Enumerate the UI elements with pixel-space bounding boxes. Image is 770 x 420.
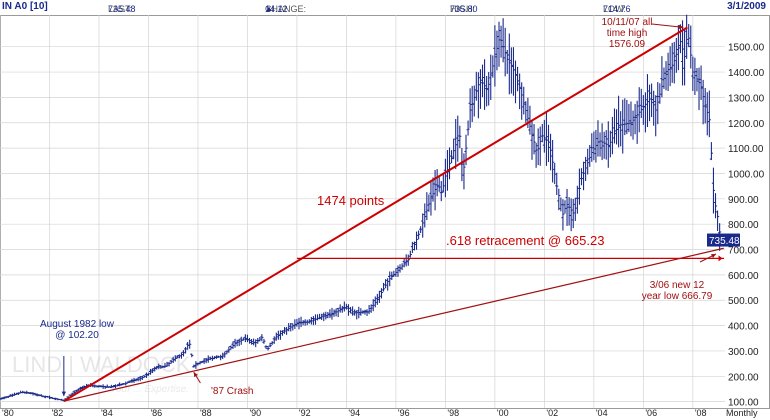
x-tick-label: '08 — [695, 408, 707, 418]
retracement-annotation: .618 retracement @ 665.23 — [446, 233, 604, 248]
annotation-lines — [61, 23, 724, 402]
symbol-label[interactable]: IN A0 [10] — [2, 1, 48, 12]
x-tick-label: '00 — [497, 408, 509, 418]
new-low-arrow-head — [711, 254, 716, 258]
low-arrow-head — [61, 391, 67, 397]
advance-trendline — [63, 26, 688, 402]
watermark-logo: LIND | WALDOCK — [12, 352, 191, 377]
axes: 100.00 200.00 300.00 400.00 500.00 600.00 700.… — [2, 43, 765, 418]
date-label: 3/1/2009 — [727, 1, 766, 12]
new-low-annotation: 3/06 new 12 — [650, 280, 705, 291]
plot-border — [0, 15, 770, 409]
high-arrow-line — [651, 23, 684, 28]
y-tick-label: 100.00 — [728, 398, 759, 409]
x-tick-label: '02 — [546, 408, 558, 418]
last-value: 735.48 — [108, 4, 136, 14]
last-price-tag: 735.48 — [709, 236, 740, 247]
high-annotation: time high — [607, 28, 648, 39]
x-tick-label: '06 — [645, 408, 657, 418]
x-tick-label: '96 — [398, 408, 410, 418]
low-annotation: August 1982 low — [40, 319, 115, 330]
price-bars — [0, 14, 722, 402]
y-tick-label: 1500.00 — [728, 43, 765, 54]
change-up-icon: ▲ — [265, 4, 273, 13]
x-tick-label: '92 — [299, 408, 311, 418]
high-annotation: 1576.09 — [609, 39, 646, 50]
x-tick-label: '80 — [2, 408, 14, 418]
watermark: LIND | WALDOCK Your ... Expertise. — [12, 352, 191, 395]
new-low-annotation: year low 666.79 — [642, 291, 713, 302]
quote-header: IN A0 [10] LAST: 735.48 CHANGE: ▲ 14.12 … — [0, 0, 770, 14]
points-annotation: 1474 points — [317, 193, 385, 208]
x-tick-label: '04 — [596, 408, 608, 418]
high-value: 735.80 — [450, 4, 478, 14]
y-tick-label: 1000.00 — [728, 169, 765, 180]
y-tick-label: 1100.00 — [728, 144, 764, 155]
high-arrow-head — [678, 24, 684, 30]
support-trendline — [63, 247, 724, 402]
low-annotation: @ 102.20 — [55, 330, 99, 341]
y-tick-label: 200.00 — [728, 372, 759, 383]
chart-grid — [0, 15, 770, 409]
y-tick-label: 600.00 — [728, 271, 759, 282]
y-tick-label: 700.00 — [728, 246, 759, 257]
y-tick-label: 400.00 — [728, 322, 759, 333]
frequency-label: Monthly — [726, 408, 758, 418]
x-tick-label: '84 — [101, 408, 113, 418]
y-tick-label: 300.00 — [728, 347, 759, 358]
y-tick-label: 1400.00 — [728, 68, 765, 79]
crash-annotation: '87 Crash — [211, 386, 254, 397]
y-tick-label: 500.00 — [728, 296, 759, 307]
y-tick-label: 900.00 — [728, 195, 759, 206]
y-tick-label: 800.00 — [728, 220, 759, 231]
x-tick-label: '94 — [348, 408, 360, 418]
x-tick-label: '82 — [51, 408, 63, 418]
retracement-marker — [718, 255, 723, 262]
low-value: 714.76 — [603, 4, 631, 14]
y-tick-label: 1300.00 — [728, 93, 765, 104]
change-value: 14.12 — [265, 4, 288, 14]
watermark-tagline: Your ... Expertise. — [110, 384, 189, 395]
x-tick-label: '98 — [447, 408, 459, 418]
x-tick-label: '88 — [200, 408, 212, 418]
x-tick-label: '90 — [249, 408, 261, 418]
crash-arrow-head — [193, 372, 198, 378]
y-tick-label: 1200.00 — [728, 119, 765, 130]
last-price-tag-bg — [707, 233, 740, 247]
high-annotation: 10/11/07 all — [602, 17, 653, 28]
x-tick-label: '86 — [150, 408, 162, 418]
